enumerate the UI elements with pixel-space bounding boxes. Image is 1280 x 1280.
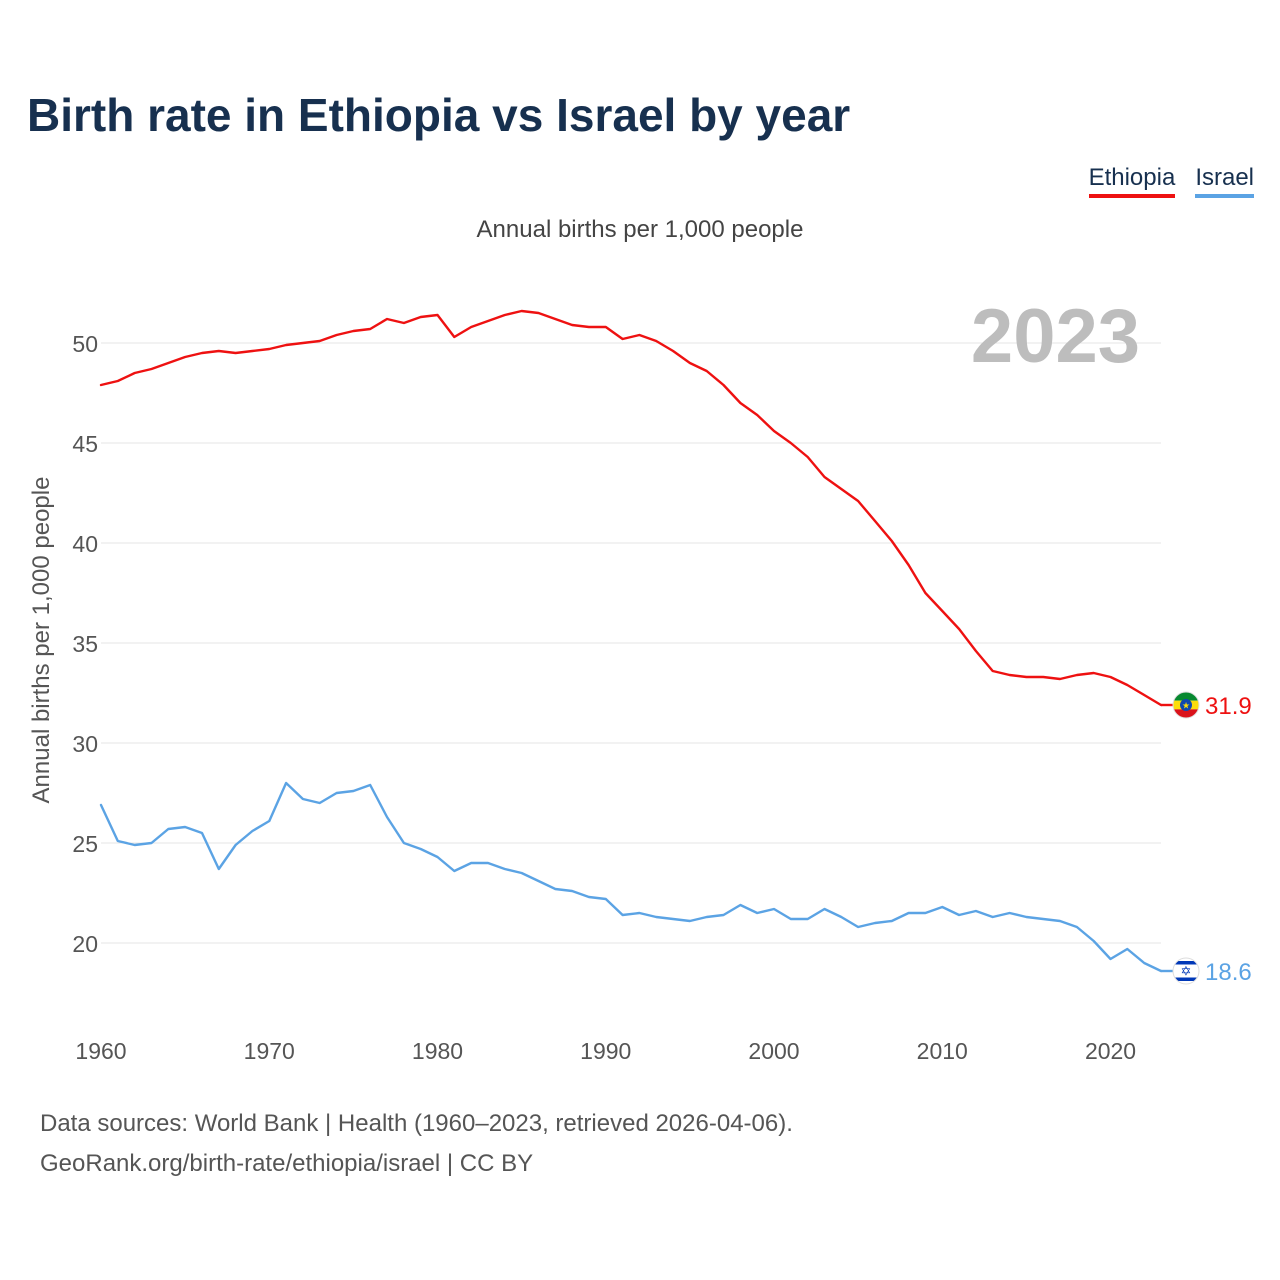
x-tick-label: 2000	[748, 1038, 799, 1064]
footer: Data sources: World Bank | Health (1960–…	[40, 1104, 793, 1184]
y-tick-label: 30	[72, 731, 98, 757]
y-tick-label: 35	[72, 631, 98, 657]
legend: Ethiopia Israel	[1088, 164, 1254, 198]
x-tick-label: 2010	[917, 1038, 968, 1064]
svg-text:★: ★	[1182, 702, 1190, 712]
y-tick-label: 45	[72, 431, 98, 457]
x-tick-label: 1970	[244, 1038, 295, 1064]
y-tick-label: 20	[72, 931, 98, 957]
legend-item-israel[interactable]: Israel	[1195, 164, 1254, 198]
svg-text:✡: ✡	[1181, 965, 1192, 980]
end-value-label-ethiopia: 31.9	[1205, 693, 1252, 720]
end-markers: ★ 31.9 ✡ 18.6	[1161, 691, 1252, 986]
series-lines	[99, 309, 1163, 973]
y-tick-label: 40	[72, 531, 98, 557]
ethiopia-flag-icon: ★	[1172, 691, 1200, 719]
end-value-label-israel: 18.6	[1205, 959, 1252, 986]
x-tick-label: 2020	[1085, 1038, 1136, 1064]
chart-subtitle: Annual births per 1,000 people	[476, 216, 804, 243]
footer-link[interactable]: GeoRank.org/birth-rate/ethiopia/israel |…	[40, 1150, 534, 1177]
grid-lines	[101, 342, 1161, 944]
year-watermark: 2023	[971, 294, 1140, 379]
israel-flag-icon: ✡	[1172, 957, 1200, 985]
chart-title: Birth rate in Ethiopia vs Israel by year	[27, 89, 851, 141]
series-line-israel[interactable]	[99, 781, 1163, 973]
x-tick-label: 1960	[75, 1038, 126, 1064]
y-tick-label: 50	[72, 331, 98, 357]
series-line-ethiopia[interactable]	[99, 309, 1163, 707]
x-tick-label: 1980	[412, 1038, 463, 1064]
legend-item-ethiopia[interactable]: Ethiopia	[1088, 164, 1176, 198]
y-tick-label: 25	[72, 831, 98, 857]
axis-ticks: 20 25 30 35 40 45 50 1960 1970 1980 1990 2000 2010 20…	[72, 331, 1136, 1064]
x-tick-label: 1990	[580, 1038, 631, 1064]
footer-sources: Data sources: World Bank | Health (1960–…	[40, 1110, 793, 1137]
